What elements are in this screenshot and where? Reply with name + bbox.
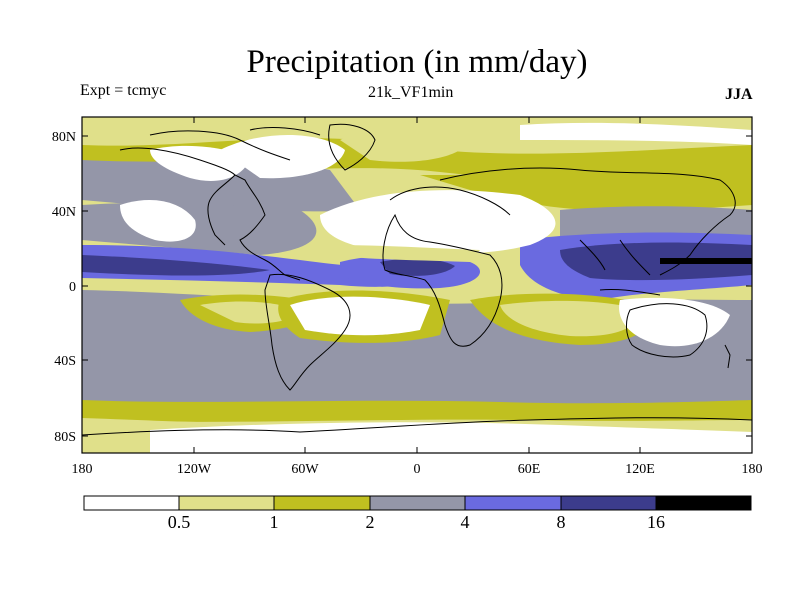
colorbar-swatch-3 — [369, 495, 466, 511]
lat-label-40n: 40N — [52, 205, 76, 220]
colorbar-swatch-2 — [273, 495, 371, 511]
lon-label-0: 0 — [414, 462, 421, 477]
coastlines — [82, 123, 752, 436]
map-title: Precipitation (in mm/day) — [246, 44, 588, 80]
lon-label-60e: 60E — [518, 462, 541, 477]
lat-label-80n: 80N — [52, 130, 76, 145]
colorbar: 0.5 1 2 4 8 16 — [83, 495, 752, 532]
colorbar-swatch-6 — [655, 495, 752, 511]
lon-label-180w: 180 — [72, 462, 93, 477]
lat-label-0: 0 — [69, 280, 76, 295]
lat-label-80s: 80S — [54, 430, 76, 445]
colorbar-label-1: 1 — [270, 512, 279, 532]
lon-label-180e: 180 — [742, 462, 763, 477]
colorbar-swatch-4 — [464, 495, 562, 511]
colorbar-label-0: 0.5 — [168, 512, 191, 532]
precipitation-field — [82, 117, 752, 453]
colorbar-swatch-5 — [560, 495, 657, 511]
lat-label-40s: 40S — [54, 354, 76, 369]
colorbar-label-2: 2 — [366, 512, 375, 532]
run-label: 21k_VF1min — [368, 84, 454, 101]
colorbar-label-5: 16 — [647, 512, 665, 532]
lon-label-60w: 60W — [291, 462, 319, 477]
tick-marks — [81, 117, 753, 453]
experiment-label: Expt = tcmyc — [80, 82, 167, 99]
colorbar-label-4: 8 — [557, 512, 566, 532]
colorbar-swatch-0 — [83, 495, 180, 511]
season-label: JJA — [725, 86, 753, 103]
lon-label-120w: 120W — [177, 462, 212, 477]
lon-label-120e: 120E — [625, 462, 655, 477]
colorbar-label-3: 4 — [461, 512, 470, 532]
colorbar-swatch-1 — [178, 495, 275, 511]
